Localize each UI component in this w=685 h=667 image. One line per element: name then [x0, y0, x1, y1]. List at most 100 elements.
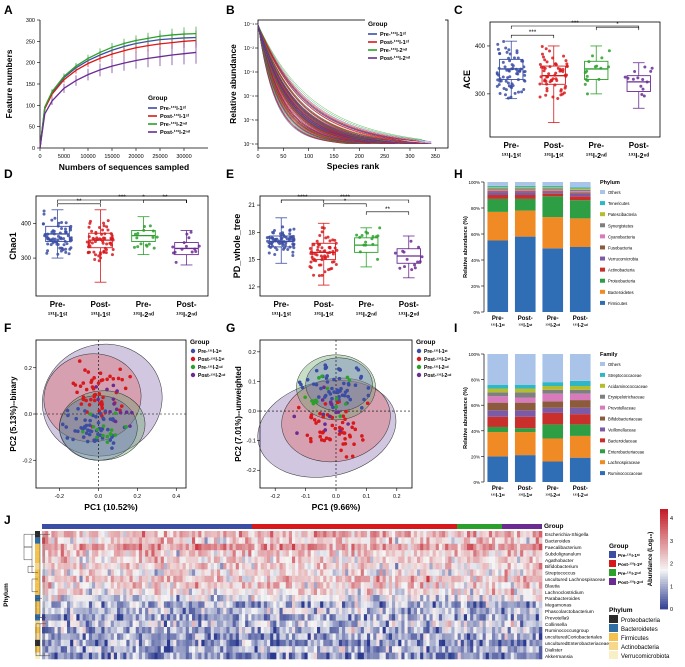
heatmap-cell	[182, 601, 187, 609]
heatmap-cell	[438, 575, 443, 583]
heatmap-cell	[401, 646, 405, 653]
heatmap-cell	[395, 537, 399, 545]
legend-title: Group	[148, 95, 168, 102]
data-point	[62, 243, 66, 247]
heatmap-cell	[60, 543, 65, 551]
heatmap-cell	[157, 537, 162, 545]
heatmap-cell	[445, 620, 449, 628]
heatmap-cell	[348, 652, 352, 660]
heatmap-cell	[292, 531, 296, 538]
heatmap-cell	[248, 601, 252, 609]
heatmap-cell	[145, 607, 149, 615]
heatmap-cell	[276, 556, 280, 564]
legend-label: Fusobacteria	[608, 245, 633, 250]
sample-point	[346, 381, 351, 386]
heatmap-cell	[263, 595, 268, 602]
heatmap-cell	[507, 550, 512, 557]
heatmap-cell	[292, 633, 296, 641]
heatmap-cell	[204, 627, 208, 634]
heatmap-cell	[454, 550, 458, 557]
heatmap-cell	[154, 588, 158, 596]
heatmap-cell	[320, 595, 324, 602]
heatmap-cell	[48, 607, 52, 615]
heatmap-cell	[448, 633, 452, 641]
heatmap-cell	[342, 588, 346, 596]
heatmap-cell	[354, 563, 358, 570]
heatmap-cell	[88, 620, 93, 628]
heatmap-cell	[420, 588, 424, 596]
heatmap-cell	[460, 543, 465, 551]
stacked-bar-segment	[569, 200, 591, 219]
heatmap-cell	[448, 646, 452, 653]
heatmap-cell	[438, 531, 443, 538]
heatmap-cell	[351, 639, 355, 647]
heatmap-cell	[423, 569, 427, 577]
heatmap-cell	[342, 633, 346, 641]
data-point	[174, 260, 178, 264]
heatmap-cell	[535, 575, 540, 583]
heatmap-cell	[373, 563, 377, 570]
heatmap-cell	[379, 537, 383, 545]
heatmap-cell	[245, 652, 249, 660]
heatmap-cell	[70, 601, 74, 609]
heatmap-cell	[476, 646, 480, 653]
heatmap-cell	[407, 550, 412, 557]
heatmap-cell	[160, 543, 165, 551]
heatmap-cell	[154, 639, 158, 647]
heatmap-row-label: uncultured Lachnospiraceae	[545, 577, 606, 583]
heatmap-cell	[163, 633, 168, 641]
heatmap-cell	[126, 569, 130, 577]
data-point	[639, 84, 643, 88]
heatmap-cell	[526, 614, 530, 621]
heatmap-cell	[213, 601, 218, 609]
heatmap-cell	[420, 582, 424, 589]
heatmap-cell	[260, 601, 265, 609]
heatmap-cell	[342, 563, 346, 570]
heatmap-cell	[204, 550, 208, 557]
heatmap-cell	[226, 639, 230, 647]
heatmap-cell	[54, 607, 58, 615]
heatmap-cell	[235, 633, 240, 641]
y-tick-label: 10⁻⁴	[244, 94, 254, 100]
heatmap-cell	[448, 595, 452, 602]
heatmap-cell	[317, 627, 321, 634]
y-tick-label: 50	[29, 125, 35, 131]
heatmap-cell	[376, 652, 380, 660]
x-tick-label: Post-	[314, 300, 334, 309]
heatmap-cell	[307, 652, 312, 660]
heatmap-cell	[42, 537, 46, 545]
heatmap-cell	[392, 531, 396, 538]
heatmap-cell	[332, 582, 337, 589]
heatmap-cell	[301, 639, 305, 647]
heatmap-cell	[404, 563, 408, 570]
heatmap-cell	[326, 575, 330, 583]
stacked-bar-segment	[569, 380, 591, 386]
heatmap-cell	[482, 601, 487, 609]
heatmap-cell	[482, 588, 487, 596]
heatmap-cell	[323, 569, 327, 577]
heatmap-cell	[473, 556, 477, 564]
data-point	[539, 75, 543, 79]
sample-point	[128, 374, 132, 379]
legend-swatch	[190, 364, 196, 370]
heatmap-cell	[138, 620, 143, 628]
x-axis-title: Species rank	[327, 161, 380, 171]
heatmap-cell	[351, 607, 355, 615]
heatmap-cell	[423, 588, 427, 596]
heatmap-cell	[288, 569, 293, 577]
heatmap-cell	[117, 556, 121, 564]
heatmap-cell	[432, 543, 437, 551]
heatmap-cell	[104, 550, 108, 557]
data-point	[545, 75, 549, 79]
data-point	[190, 250, 194, 254]
heatmap-cell	[273, 556, 277, 564]
heatmap-cell	[135, 550, 140, 557]
heatmap-cell	[470, 543, 474, 551]
significance-label: *	[344, 198, 347, 205]
sample-point	[300, 385, 305, 390]
heatmap-cell	[467, 627, 471, 634]
heatmap-cell	[360, 646, 365, 653]
heatmap-cell	[73, 543, 77, 551]
data-point	[194, 250, 198, 254]
heatmap-cell	[285, 563, 290, 570]
